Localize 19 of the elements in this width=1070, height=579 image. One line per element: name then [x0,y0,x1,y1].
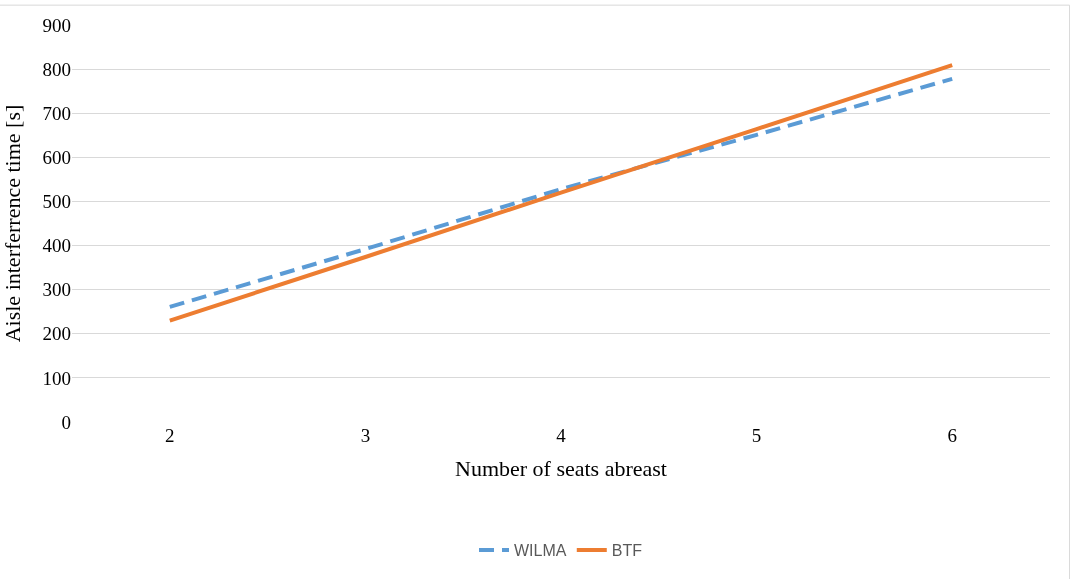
legend-label: BTF [611,542,643,560]
y-tick-label: 300 [42,279,71,301]
y-tick-label: 500 [42,191,71,213]
y-axis-title: Aisle interferrence time [s] [0,104,26,343]
x-axis-title: Number of seats abreast [455,455,667,481]
y-tick-label: 0 [61,411,71,433]
y-tick-label: 800 [42,58,71,80]
x-tick-label: 3 [360,425,371,446]
x-tick-label: 2 [165,425,175,446]
y-tick-label: 900 [42,14,71,36]
y-tick-label: 600 [42,146,71,168]
x-tick-label: 6 [947,425,957,446]
y-tick-label: 400 [42,235,71,257]
y-tick-label: 700 [42,102,71,124]
x-tick-label: 4 [556,425,567,446]
y-tick-label: 100 [42,367,71,389]
y-tick-label: 200 [42,323,71,345]
x-tick-label: 5 [751,425,762,446]
legend-label: WILMA [514,542,567,560]
